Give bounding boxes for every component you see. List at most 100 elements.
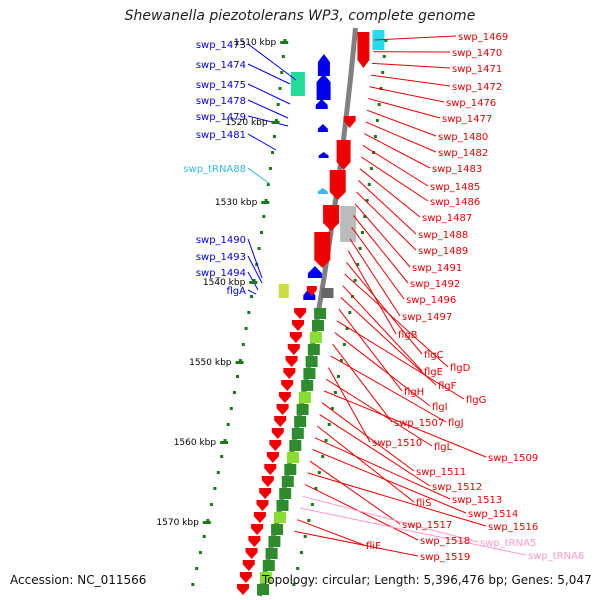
leader-line [361, 156, 429, 202]
leader-line [338, 308, 403, 392]
gene-label: swp_1470 [452, 48, 502, 59]
ruler-dot [363, 215, 367, 218]
map-title: Shewanella piezotolerans WP3, complete g… [124, 8, 476, 24]
gene-label: swp_1469 [458, 32, 508, 43]
gene-label: swp_1472 [452, 82, 502, 93]
label-leader-lines [247, 35, 527, 557]
reverse-gene-arrow [278, 392, 291, 403]
leader-line [307, 472, 487, 527]
leader-line [304, 484, 419, 541]
cds-block [321, 288, 334, 298]
ruler-dot [226, 423, 230, 426]
ruler-dot [327, 423, 331, 426]
ruler-dot [330, 407, 334, 410]
reverse-gene-arrow [271, 428, 284, 439]
gene-label: fliF [366, 541, 381, 552]
gene-label: swp_1491 [412, 263, 462, 274]
ruler-dot [384, 39, 388, 42]
leader-line [362, 144, 429, 187]
ruler-dot [379, 87, 383, 90]
ruler-dot [361, 231, 364, 234]
leader-line [340, 297, 437, 386]
gene-label: flgJ [448, 418, 464, 429]
gene-label: swp_1475 [196, 80, 246, 91]
reverse-gene-arrow [266, 452, 279, 463]
scale-tick-mark [249, 281, 258, 284]
ruler-dot [314, 487, 318, 490]
reverse-gene-arrow [323, 205, 340, 231]
ruler-dot [342, 343, 346, 346]
leader-line [349, 238, 401, 317]
scale-tick-mark [271, 121, 280, 124]
leader-line [356, 191, 417, 251]
gene-label: flgI [432, 402, 448, 413]
gene-label: swp_1509 [488, 453, 538, 464]
ruler-dot [299, 551, 303, 554]
leader-line [374, 35, 457, 41]
ruler-dot [247, 311, 251, 314]
ruler-dot [283, 39, 287, 42]
cds-block [307, 344, 320, 355]
reverse-gene-arrow [285, 356, 298, 367]
scale-tick-mark [280, 41, 289, 44]
gene-label: swp_1471 [452, 64, 502, 75]
ruler-dot [213, 487, 217, 490]
ruler-dot [296, 567, 300, 570]
leader-line [353, 215, 409, 284]
reverse-gene-arrow [274, 416, 287, 427]
leader-line [319, 413, 431, 487]
ruler-dot [260, 231, 263, 234]
ruler-dot [310, 503, 314, 506]
accession-text: Accession: NC_011566 [10, 573, 147, 587]
ruler-dot [191, 583, 195, 586]
cds-block [301, 380, 314, 391]
cds-block [265, 548, 278, 559]
cds-block [303, 368, 316, 379]
ruler-dot [252, 279, 256, 282]
gene-label: swp_1473 [196, 40, 246, 51]
cds-block [279, 488, 292, 499]
leader-line [370, 74, 451, 87]
ruler-dot [236, 375, 239, 378]
ruler-dot [268, 167, 272, 170]
reverse-gene-arrow [276, 404, 289, 415]
ruler-dot [356, 263, 360, 266]
ruler-dot [353, 279, 357, 282]
leader-line [302, 495, 479, 543]
ruler-dot [250, 295, 253, 298]
gene-label: flgH [404, 387, 424, 398]
leader-line [347, 250, 397, 335]
ruler-dot [382, 55, 386, 58]
forward-gene-arrow [317, 54, 330, 76]
gene-label: swp_1496 [406, 295, 456, 306]
ruler-dot [337, 375, 340, 378]
ruler-dot [244, 327, 248, 330]
leader-line [330, 355, 447, 423]
reverse-gene-arrow [283, 368, 296, 379]
leader-line [247, 238, 263, 279]
leader-line [372, 62, 451, 69]
reverse-gene-arrow [251, 524, 264, 535]
reverse-gene-arrow [259, 488, 272, 499]
leader-line [316, 425, 415, 503]
scale-tick-label: 1570 kbp [156, 518, 199, 528]
cds-block [305, 356, 318, 367]
cds-block [281, 476, 294, 487]
cds-block [298, 392, 311, 403]
leader-line [365, 121, 437, 153]
reverse-gene-arrow [329, 170, 346, 200]
leader-line [247, 83, 291, 105]
forward-gene-arrow [315, 99, 328, 109]
leader-line [334, 332, 431, 407]
ruler-dot [276, 103, 280, 106]
scale-tick-label: 1540 kbp [203, 278, 246, 288]
leader-line [359, 168, 421, 218]
forward-gene-arrow [317, 124, 328, 132]
leader-line [321, 402, 415, 472]
reverse-gene-arrow [343, 116, 356, 128]
ruler-dot [321, 455, 325, 458]
cds-block [314, 308, 327, 319]
leader-line [294, 530, 419, 557]
cds-block [286, 452, 299, 463]
gene-label: swp_1494 [196, 268, 246, 279]
